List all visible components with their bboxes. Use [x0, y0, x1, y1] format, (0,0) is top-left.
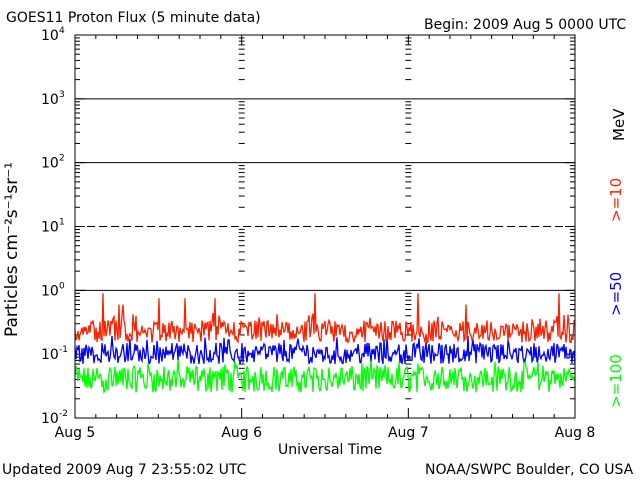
y-tick-exponent: 0 [59, 281, 65, 291]
y-tick-exponent: 4 [59, 26, 65, 36]
x-tick-label: Aug 8 [555, 425, 596, 441]
unit-label: MeV [610, 108, 628, 141]
begin-time: Begin: 2009 Aug 5 0000 UTC [424, 17, 627, 33]
series-label-gte100: >=100 [607, 354, 625, 408]
plot-frame [74, 34, 576, 419]
y-tick-label: 10 [41, 411, 59, 427]
y-tick-exponent: 3 [59, 90, 65, 100]
x-tick-label: Aug 5 [55, 425, 96, 441]
y-tick-exponent: 2 [59, 154, 65, 164]
series-label-gte50: >=50 [607, 271, 625, 316]
x-axis-title: Universal Time [278, 442, 383, 458]
y-tick-label: 10 [41, 220, 59, 236]
series-label-gte10: >=10 [607, 177, 625, 222]
x-tick-label: Aug 7 [388, 425, 429, 441]
x-tick-label: Aug 6 [221, 425, 262, 441]
y-tick-exponent: -1 [59, 345, 68, 355]
y-tick-label: 10 [41, 283, 59, 299]
footer-credit: NOAA/SWPC Boulder, CO USA [425, 462, 634, 478]
footer-updated: Updated 2009 Aug 7 23:55:02 UTC [2, 462, 247, 478]
y-tick-exponent: -2 [59, 409, 68, 419]
chart-title: GOES11 Proton Flux (5 minute data) [6, 10, 261, 26]
y-tick-label: 10 [41, 347, 59, 363]
y-tick-exponent: 1 [59, 218, 65, 228]
series-line-gte50 [74, 335, 576, 365]
y-tick-label: 10 [41, 28, 59, 44]
y-tick-label: 10 [41, 92, 59, 108]
y-axis-title: Particles cm⁻²s⁻¹sr⁻¹ [2, 161, 22, 337]
y-tick-label: 10 [41, 156, 59, 172]
series-line-gte10 [74, 293, 576, 345]
series-line-gte100 [74, 357, 576, 395]
